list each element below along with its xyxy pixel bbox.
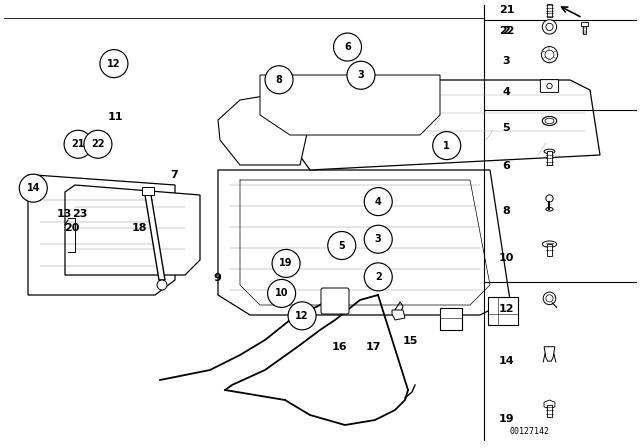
Text: 15: 15 (403, 336, 418, 346)
Polygon shape (547, 4, 552, 17)
Circle shape (433, 132, 461, 159)
Circle shape (272, 250, 300, 277)
FancyBboxPatch shape (540, 80, 559, 92)
Ellipse shape (546, 207, 553, 211)
Text: 19: 19 (499, 414, 515, 424)
Text: 21: 21 (71, 139, 85, 149)
Text: 3: 3 (502, 56, 510, 66)
Circle shape (64, 130, 92, 158)
Polygon shape (583, 26, 586, 34)
FancyBboxPatch shape (321, 288, 349, 314)
Polygon shape (218, 170, 510, 315)
Text: 17: 17 (365, 342, 381, 352)
Text: 10: 10 (275, 289, 289, 298)
Circle shape (268, 280, 296, 307)
Text: 8: 8 (276, 75, 282, 85)
Text: 6: 6 (344, 42, 351, 52)
Text: 5: 5 (502, 123, 510, 133)
Circle shape (542, 20, 557, 34)
Polygon shape (142, 187, 154, 195)
Text: 4: 4 (375, 197, 381, 207)
Text: 22: 22 (499, 26, 514, 36)
Polygon shape (544, 400, 555, 409)
Text: 6: 6 (502, 161, 511, 171)
Circle shape (347, 61, 375, 89)
Text: 12: 12 (295, 311, 309, 321)
Polygon shape (260, 75, 440, 135)
Text: 8: 8 (502, 206, 510, 215)
Text: 13: 13 (56, 209, 72, 219)
Circle shape (84, 130, 112, 158)
Circle shape (364, 188, 392, 215)
Text: 19: 19 (279, 258, 293, 268)
Text: 14: 14 (26, 183, 40, 193)
Text: 12: 12 (499, 304, 514, 314)
Text: 3: 3 (375, 234, 381, 244)
Text: 4: 4 (502, 87, 511, 97)
Text: 7: 7 (170, 170, 178, 180)
Text: 2: 2 (502, 26, 510, 36)
Circle shape (546, 295, 553, 302)
Circle shape (546, 195, 553, 202)
Text: 2: 2 (375, 272, 381, 282)
Circle shape (328, 232, 356, 259)
Circle shape (19, 174, 47, 202)
Circle shape (265, 66, 293, 94)
Circle shape (547, 83, 552, 89)
FancyBboxPatch shape (488, 297, 518, 325)
Polygon shape (218, 90, 310, 165)
Polygon shape (392, 310, 405, 320)
Ellipse shape (544, 149, 555, 154)
Text: 9: 9 (214, 273, 221, 283)
Text: 5: 5 (339, 241, 345, 250)
Text: 1: 1 (444, 141, 450, 151)
Circle shape (333, 33, 362, 61)
Circle shape (100, 50, 128, 78)
Text: 14: 14 (499, 356, 515, 366)
Polygon shape (28, 175, 175, 295)
Polygon shape (544, 347, 555, 361)
Text: 00127142: 00127142 (509, 427, 550, 436)
FancyBboxPatch shape (440, 308, 462, 330)
Circle shape (288, 302, 316, 330)
Text: 12: 12 (107, 59, 121, 69)
Circle shape (546, 23, 553, 30)
Ellipse shape (542, 116, 557, 125)
Text: 21: 21 (499, 5, 514, 15)
Text: 11: 11 (108, 112, 123, 122)
Text: 3: 3 (358, 70, 364, 80)
Text: 16: 16 (332, 342, 347, 352)
Circle shape (541, 47, 557, 63)
Polygon shape (547, 244, 552, 256)
Circle shape (364, 225, 392, 253)
Polygon shape (65, 185, 200, 275)
Circle shape (545, 50, 554, 59)
Polygon shape (547, 151, 552, 165)
Text: 18: 18 (132, 224, 147, 233)
Text: 23: 23 (72, 209, 88, 219)
Polygon shape (145, 195, 165, 280)
Text: 22: 22 (91, 139, 105, 149)
Polygon shape (280, 80, 600, 170)
Ellipse shape (545, 118, 554, 124)
Circle shape (364, 263, 392, 291)
Ellipse shape (542, 241, 557, 247)
Circle shape (543, 292, 556, 305)
Text: 10: 10 (499, 253, 514, 263)
Circle shape (157, 280, 167, 290)
Polygon shape (581, 22, 588, 26)
Text: 20: 20 (64, 224, 79, 233)
Polygon shape (547, 405, 552, 417)
